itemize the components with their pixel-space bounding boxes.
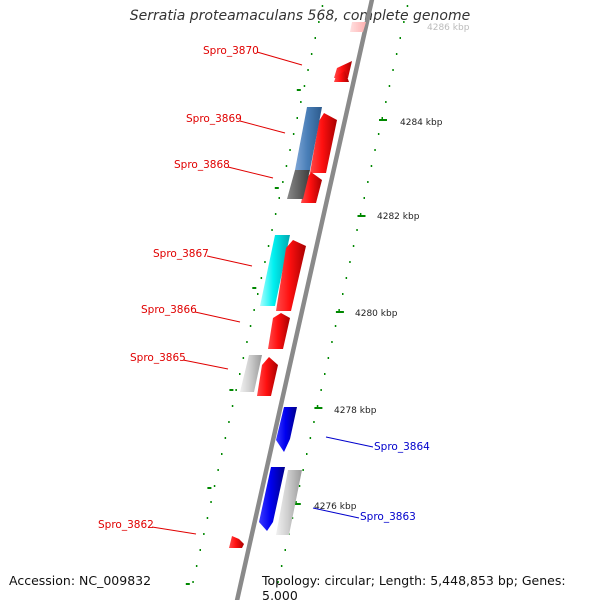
scale-label: 4284 kbp — [400, 118, 443, 128]
gene-label-spro-3866[interactable]: Spro_3866 — [141, 304, 197, 316]
gene-arrow[interactable] — [276, 240, 306, 311]
gene-arrow[interactable] — [310, 113, 337, 173]
gene-label-spro-3868[interactable]: Spro_3868 — [174, 159, 230, 171]
accession-text: Accession: NC_009832 — [9, 573, 152, 588]
scale-label: 4280 kbp — [355, 309, 398, 319]
gene-block — [295, 107, 322, 170]
gene-label-spro-3865[interactable]: Spro_3865 — [130, 352, 186, 364]
genome-backbone — [234, 0, 375, 600]
gene-label-spro-3867[interactable]: Spro_3867 — [153, 248, 209, 260]
gene-block — [276, 470, 302, 535]
genome-title: Serratia proteamaculans 568, complete ge… — [129, 8, 471, 24]
gene-label-spro-3870[interactable]: Spro_3870 — [203, 45, 259, 57]
scale-label: 4282 kbp — [377, 212, 420, 222]
gene-block — [260, 235, 290, 306]
gene-arrow[interactable] — [229, 536, 244, 548]
gene-labels: Spro_3870 Spro_3869 Spro_3868 Spro_3867 … — [98, 45, 430, 531]
partial-feature — [350, 22, 366, 32]
gene-arrow[interactable] — [276, 407, 297, 452]
dotted-guides — [185, 5, 409, 585]
gene-arrow[interactable] — [259, 467, 285, 531]
scale-ticks: 4286 kbp 4284 kbp 4282 kbp 4280 kbp 4278… — [314, 23, 470, 512]
gene-label-spro-3863[interactable]: Spro_3863 — [360, 511, 416, 523]
gene-arrow[interactable] — [334, 71, 349, 82]
gene-label-spro-3862[interactable]: Spro_3862 — [98, 519, 154, 531]
scale-label: 4278 kbp — [334, 406, 377, 416]
gene-features — [229, 61, 352, 548]
gene-arrow[interactable] — [268, 313, 290, 349]
gene-label-spro-3869[interactable]: Spro_3869 — [186, 113, 242, 125]
gene-block — [287, 170, 310, 199]
scale-label: 4286 kbp — [427, 23, 470, 33]
gene-arrow[interactable] — [257, 357, 278, 396]
scale-label: 4276 kbp — [314, 502, 357, 512]
gene-leader-lines — [151, 51, 374, 535]
gene-block — [240, 355, 262, 392]
genome-summary-text: Topology: circular; Length: 5,448,853 bp… — [262, 573, 566, 600]
gene-label-spro-3864[interactable]: Spro_3864 — [374, 441, 430, 453]
gene-arrow[interactable] — [334, 61, 352, 78]
